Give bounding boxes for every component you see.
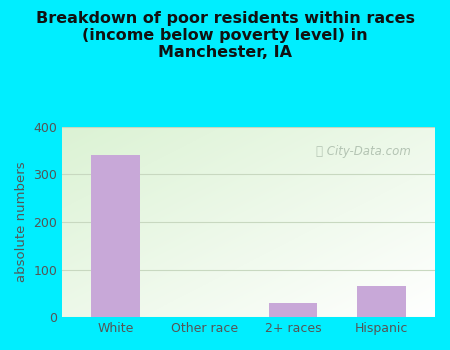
Bar	[269, 303, 317, 317]
Text: Breakdown of poor residents within races
(income below poverty level) in
Manches: Breakdown of poor residents within races…	[36, 10, 414, 60]
Y-axis label: absolute numbers: absolute numbers	[15, 162, 28, 282]
Text: ⓘ City-Data.com: ⓘ City-Data.com	[316, 145, 410, 158]
Bar	[357, 286, 406, 317]
Bar	[91, 155, 140, 317]
